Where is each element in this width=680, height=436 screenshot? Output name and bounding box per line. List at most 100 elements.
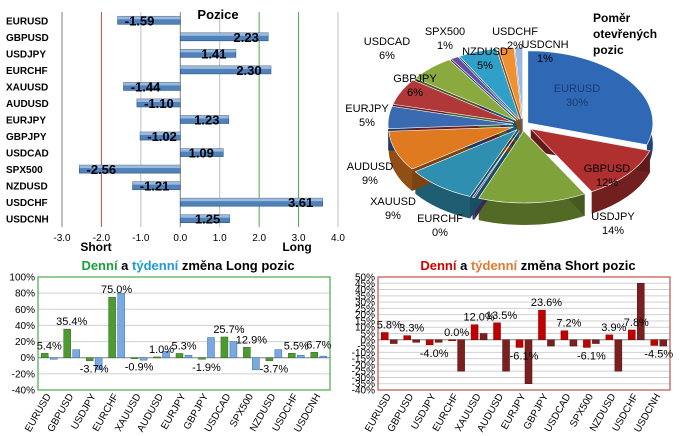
- bar-value-label: 1.41: [201, 46, 226, 61]
- change-bar: [425, 339, 434, 346]
- change-bar: [493, 322, 501, 341]
- change-bar: [659, 339, 668, 347]
- y-tick-label: -5%: [357, 342, 375, 353]
- x-tick-label: -1.0: [132, 233, 150, 244]
- position-bar: [179, 115, 230, 124]
- y-tick-label: 30%: [355, 298, 375, 309]
- bar-value-label: 2.30: [236, 63, 261, 78]
- x-tick-label: 3.0: [292, 233, 306, 244]
- short-change-chart: Denní a týdenní změna Short pozic -40%-3…: [352, 258, 674, 435]
- change-bar: [130, 357, 139, 359]
- plot-frame: [377, 276, 671, 391]
- y-tick-label: -40%: [352, 386, 375, 397]
- bar-value-label: -3.7%: [80, 364, 109, 376]
- y-tick-label: 80%: [15, 289, 35, 300]
- change-bar: [72, 349, 80, 358]
- pie-slice-side: [591, 150, 650, 214]
- change-bar: [274, 349, 283, 358]
- pie-slice: [458, 48, 520, 120]
- bar-value-label: -2.56: [87, 162, 117, 177]
- pie-slice-label: XAUUSD 9%: [370, 196, 416, 222]
- change-bar: [85, 357, 94, 361]
- y-tick-label: -30%: [352, 373, 375, 384]
- y-tick-label: 40%: [355, 285, 375, 296]
- pie-slice-label: GBPUSD 12%: [584, 163, 631, 189]
- bar-value-label: 1.25: [195, 212, 220, 227]
- change-bar: [184, 355, 193, 358]
- bar-value-label: -4.5%: [644, 348, 673, 360]
- change-bar: [198, 357, 206, 360]
- category-label: GBPJPY: [6, 132, 47, 143]
- bar-value-label: 23.6%: [531, 297, 562, 309]
- bar-highlight: [132, 181, 181, 185]
- change-bar: [412, 339, 420, 343]
- category-label: USDCAD: [6, 149, 49, 160]
- change-bar: [310, 352, 319, 358]
- long-label: Long: [282, 240, 311, 254]
- pie-slice: [392, 79, 515, 123]
- change-bar: [229, 341, 238, 358]
- y-tick-label: 40%: [15, 321, 35, 332]
- position-bar: [139, 131, 181, 141]
- pie-slice: [497, 46, 523, 120]
- bar-value-label: 5.3%: [171, 340, 196, 352]
- bar-value-label: -6.1%: [577, 350, 606, 362]
- change-bar: [560, 330, 569, 341]
- pie-slice: [527, 50, 654, 146]
- bar-value-label: 2.23: [234, 30, 259, 45]
- pie-slice: [414, 59, 517, 121]
- x-tick-label: 0.0: [173, 233, 187, 244]
- bar-value-label: -6.1%: [510, 350, 539, 362]
- position-bar: [179, 148, 224, 157]
- bar-highlight: [180, 148, 224, 152]
- change-bar: [162, 351, 170, 358]
- change-bar: [538, 309, 546, 341]
- category-label: NZDUSD: [6, 182, 48, 193]
- change-bar: [637, 283, 645, 341]
- y-tick-label: -35%: [352, 379, 375, 390]
- x-tick-label: -2.0: [93, 233, 111, 244]
- pie-slice-label: USDCNH 1%: [521, 39, 568, 65]
- y-tick-label: 20%: [15, 337, 35, 348]
- pie-slice-label: USDCHF 2%: [492, 26, 538, 52]
- bar-value-label: 3.9%: [601, 322, 626, 334]
- position-bar: [179, 32, 269, 42]
- change-bar: [207, 337, 215, 358]
- change-bar: [479, 333, 488, 341]
- y-tick-label: 0%: [21, 353, 36, 364]
- bar-value-label: 13.5%: [486, 310, 517, 322]
- x-tick-label: -3.0: [53, 233, 71, 244]
- position-bar: [117, 15, 181, 25]
- bar-highlight: [180, 32, 269, 36]
- change-bar: [265, 357, 274, 361]
- pie-slice: [478, 130, 586, 204]
- change-bar: [389, 339, 398, 344]
- change-bar: [403, 335, 411, 341]
- bar-value-label: 75.0%: [101, 284, 132, 296]
- position-bar: [79, 164, 181, 174]
- bar-value-label: 1.0%: [149, 344, 174, 356]
- change-bar: [63, 328, 71, 358]
- y-tick-label: -25%: [352, 367, 375, 378]
- pie-slice: [388, 126, 514, 170]
- change-bar: [650, 339, 659, 346]
- short-chart-title: Denní a týdenní změna Short pozic: [420, 258, 635, 273]
- category-label: EURCHF: [6, 66, 48, 77]
- pie-slice: [387, 105, 514, 129]
- y-tick-label: 25%: [355, 304, 375, 315]
- position-bar: [179, 49, 237, 58]
- bar-value-label: 12.9%: [236, 334, 267, 346]
- bar-highlight: [180, 115, 229, 119]
- change-bar: [117, 292, 125, 358]
- position-bar: [179, 197, 323, 207]
- pie-slice-label: AUDUSD 9%: [347, 161, 394, 187]
- change-bar: [220, 336, 229, 358]
- bar-value-label: -1.44: [131, 79, 161, 94]
- category-label: USDJPY: [6, 49, 46, 60]
- pie-slice-side: [478, 193, 585, 225]
- y-tick-label: 35%: [355, 291, 375, 302]
- pie-slice-label: USDJPY 14%: [591, 211, 635, 237]
- bar-value-label: 35.4%: [56, 316, 87, 328]
- y-tick-label: 60%: [15, 305, 35, 316]
- bar-highlight: [79, 165, 181, 169]
